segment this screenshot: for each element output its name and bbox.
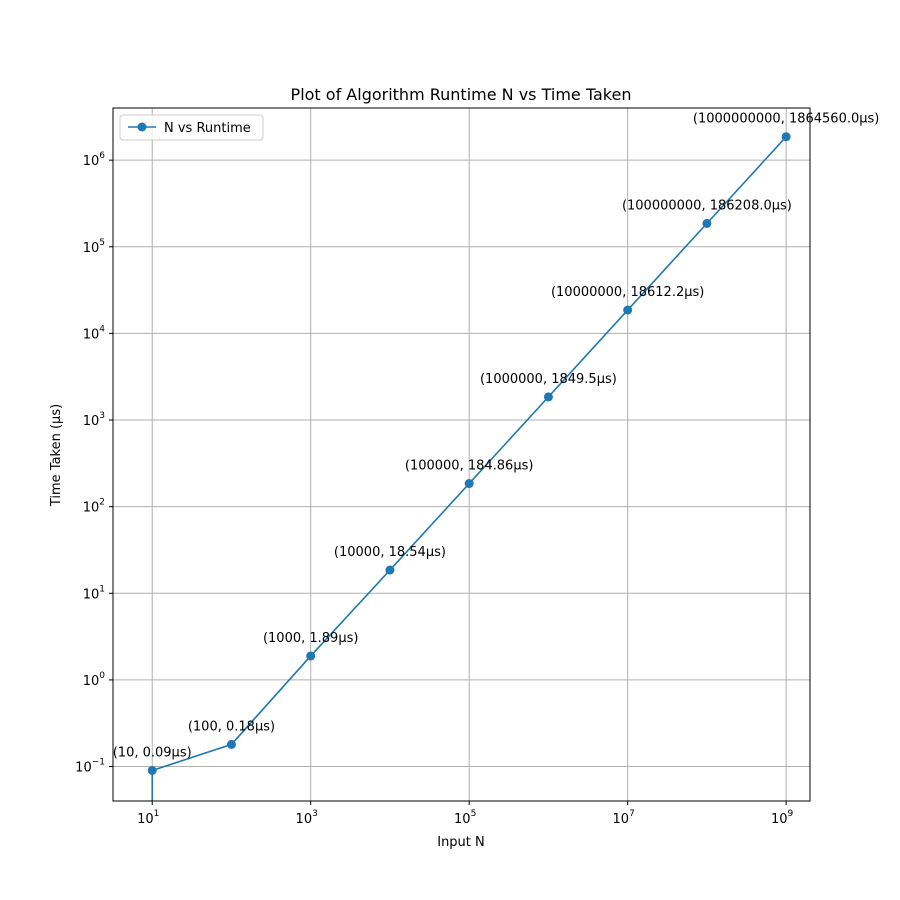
plot-frame bbox=[112, 107, 811, 802]
x-axis-label: Input N bbox=[437, 835, 485, 850]
x-tick-base: 10 bbox=[771, 812, 788, 827]
data-point-label: (100, 0.18µs) bbox=[188, 719, 275, 734]
data-point-marker bbox=[226, 739, 236, 749]
data-point-label: (10, 0.09µs) bbox=[113, 745, 192, 760]
data-point-marker bbox=[543, 392, 553, 402]
x-tick-exponent: 3 bbox=[312, 809, 318, 819]
x-tick-base: 10 bbox=[613, 812, 630, 827]
legend-entry-label: N vs Runtime bbox=[164, 121, 251, 136]
x-tick-base: 10 bbox=[296, 812, 313, 827]
legend-marker-sample bbox=[137, 122, 147, 132]
data-point-marker bbox=[623, 305, 633, 315]
y-tick-base: 10 bbox=[83, 154, 100, 169]
y-tick-label: 106 bbox=[83, 151, 106, 169]
y-tick-label: 104 bbox=[83, 324, 106, 342]
legend-box bbox=[119, 114, 264, 141]
y-tick-exponent: 2 bbox=[99, 498, 105, 508]
y-axis-label: Time Taken (µs) bbox=[49, 404, 64, 507]
series-line bbox=[151, 136, 787, 801]
y-tick-base: 10 bbox=[83, 327, 100, 342]
x-tick-base: 10 bbox=[137, 812, 154, 827]
y-tick-label: 10−1 bbox=[75, 758, 105, 776]
y-tick-base: 10 bbox=[83, 414, 100, 429]
data-point-marker bbox=[147, 765, 157, 775]
x-tick-exponent: 1 bbox=[154, 809, 160, 819]
x-tick-exponent: 7 bbox=[629, 809, 635, 819]
grid-lines bbox=[113, 108, 810, 801]
data-point-label: (10000, 18.54µs) bbox=[334, 545, 446, 560]
x-tick-base: 10 bbox=[454, 812, 471, 827]
data-point-marker bbox=[464, 479, 474, 489]
x-tick-exponent: 5 bbox=[471, 809, 477, 819]
legend: N vs Runtime bbox=[119, 114, 264, 141]
y-tick-base: 10 bbox=[83, 241, 100, 256]
y-tick-exponent: 1 bbox=[99, 584, 105, 594]
data-point-marker bbox=[385, 565, 395, 575]
y-tick-exponent: 0 bbox=[99, 671, 105, 681]
y-tick-label: 105 bbox=[83, 238, 105, 256]
y-tick-label: 102 bbox=[83, 498, 105, 516]
y-tick-label: 103 bbox=[83, 411, 105, 429]
x-tick-exponent: 9 bbox=[788, 809, 794, 819]
y-tick-base: 10 bbox=[83, 674, 100, 689]
x-tick-label: 105 bbox=[454, 809, 476, 827]
data-markers bbox=[147, 132, 791, 775]
y-tick-label: 101 bbox=[83, 584, 105, 602]
y-tick-exponent: 3 bbox=[99, 411, 105, 421]
data-point-label: (100000, 184.86µs) bbox=[405, 459, 534, 474]
data-point-label: (1000000000, 1864560.0µs) bbox=[693, 112, 879, 127]
data-point-labels: (10, 0.09µs) (100, 0.18µs) (1000, 1.89µs) (… bbox=[113, 112, 880, 761]
y-tick-base: 10 bbox=[75, 761, 92, 776]
x-axis-ticks: 101 103 105 107 109 bbox=[137, 801, 794, 827]
x-tick-label: 107 bbox=[613, 809, 635, 827]
series-line-group bbox=[151, 136, 787, 801]
chart-title: Plot of Algorithm Runtime N vs Time Take… bbox=[291, 85, 632, 104]
y-tick-exponent: −1 bbox=[92, 758, 105, 768]
data-point-label: (1000000, 1849.5µs) bbox=[480, 372, 617, 387]
x-tick-label: 103 bbox=[296, 809, 318, 827]
data-point-marker bbox=[781, 132, 791, 142]
data-point-marker bbox=[306, 651, 316, 661]
data-point-label: (10000000, 18612.2µs) bbox=[551, 285, 704, 300]
y-tick-exponent: 4 bbox=[99, 324, 105, 334]
data-point-label: (1000, 1.89µs) bbox=[263, 631, 358, 646]
y-tick-exponent: 6 bbox=[99, 151, 105, 161]
data-point-label: (100000000, 186208.0µs) bbox=[622, 198, 792, 213]
y-tick-base: 10 bbox=[83, 501, 100, 516]
y-tick-exponent: 5 bbox=[99, 238, 105, 248]
y-tick-base: 10 bbox=[83, 587, 100, 602]
data-point-marker bbox=[702, 218, 712, 228]
y-tick-label: 100 bbox=[83, 671, 106, 689]
x-tick-label: 101 bbox=[137, 809, 159, 827]
x-tick-label: 109 bbox=[771, 809, 794, 827]
